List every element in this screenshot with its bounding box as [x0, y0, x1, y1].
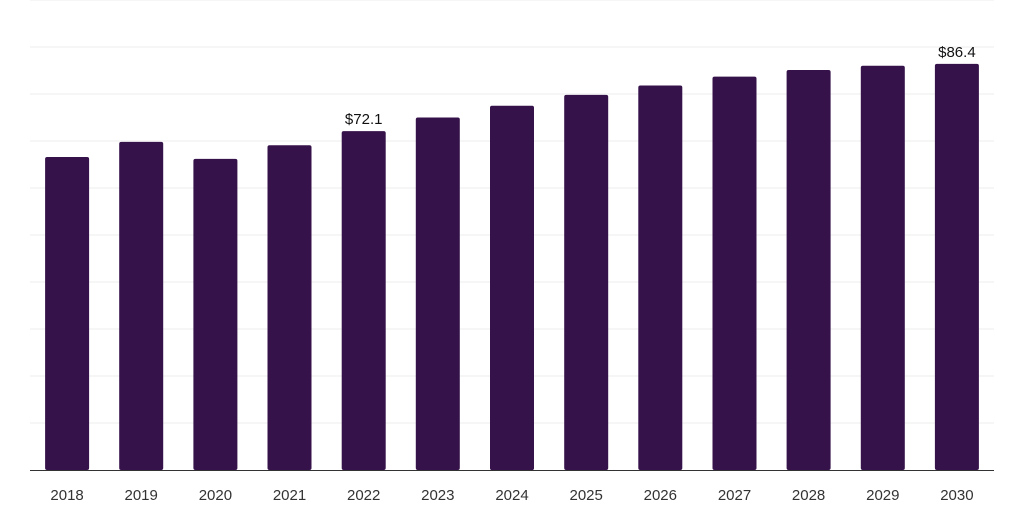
bar-2022[interactable] — [341, 131, 386, 470]
data-label-2030: $86.4 — [938, 44, 976, 61]
x-tick-label-2018: 2018 — [50, 487, 83, 504]
x-tick-label-2028: 2028 — [792, 487, 825, 504]
bar-2030[interactable] — [934, 63, 979, 471]
x-tick-label-2019: 2019 — [125, 487, 158, 504]
x-tick-label-2026: 2026 — [644, 487, 677, 504]
x-tick-label-2020: 2020 — [199, 487, 232, 504]
x-tick-label-2025: 2025 — [570, 487, 603, 504]
bar-2029[interactable] — [860, 65, 905, 471]
x-tick-label-2024: 2024 — [495, 487, 528, 504]
x-tick-label-2023: 2023 — [421, 487, 454, 504]
bar-2025[interactable] — [564, 94, 609, 471]
bar-2019[interactable] — [119, 141, 164, 470]
x-tick-labels: 2018 2019 2020 2021 2022 2023 2024 2025 2026 2027… — [50, 487, 973, 504]
bar-2020[interactable] — [193, 158, 238, 470]
bar-2023[interactable] — [415, 117, 460, 471]
x-tick-label-2030: 2030 — [940, 487, 973, 504]
x-tick-label-2029: 2029 — [866, 487, 899, 504]
bar-2018[interactable] — [45, 157, 90, 470]
x-tick-label-2021: 2021 — [273, 487, 306, 504]
x-tick-label-2027: 2027 — [718, 487, 751, 504]
bar-2028[interactable] — [786, 70, 831, 470]
data-labels: $72.1 $86.4 — [345, 44, 976, 128]
bars — [45, 63, 979, 471]
bar-2021[interactable] — [267, 145, 312, 470]
data-label-2022: $72.1 — [345, 111, 383, 128]
bar-2024[interactable] — [490, 105, 534, 471]
bar-2026[interactable] — [638, 85, 683, 471]
bar-2027[interactable] — [712, 76, 757, 470]
x-tick-label-2022: 2022 — [347, 487, 380, 504]
